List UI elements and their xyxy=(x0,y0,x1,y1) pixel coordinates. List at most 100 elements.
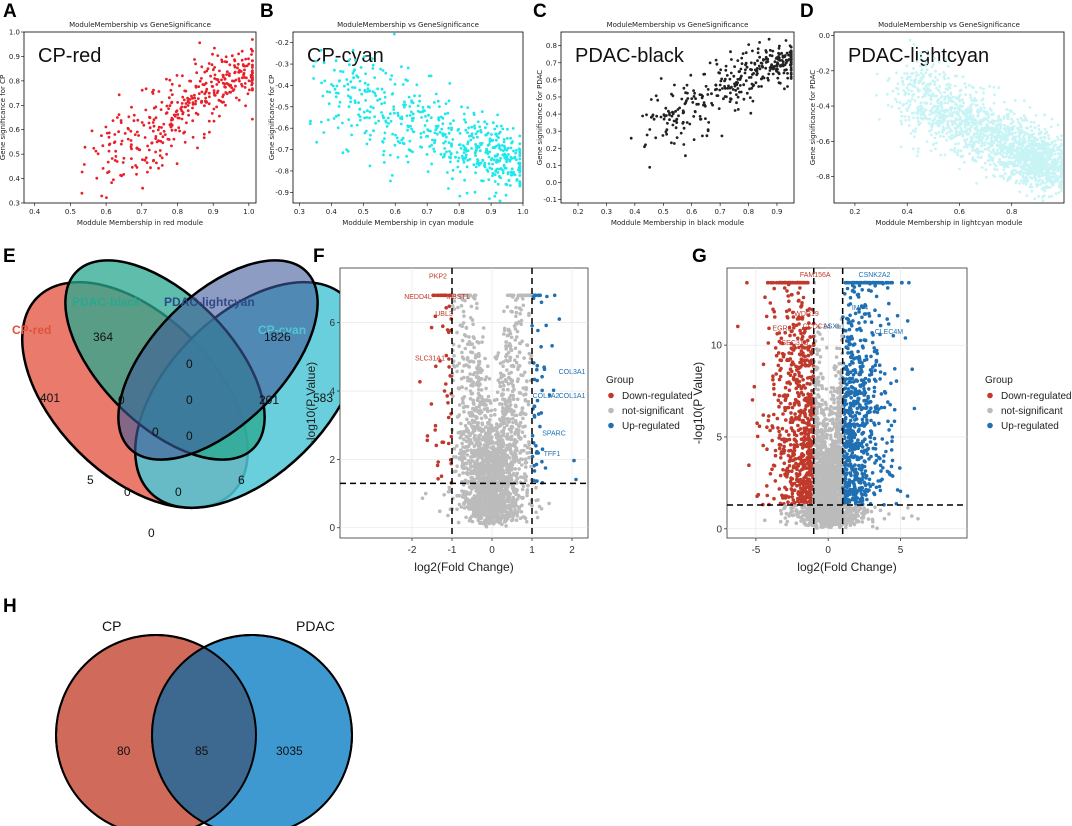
data-point xyxy=(986,112,990,116)
venn-count-lightcyan-cyan: 201 xyxy=(259,393,279,407)
data-point xyxy=(110,181,113,185)
data-point xyxy=(1047,137,1051,141)
data-point xyxy=(983,161,987,165)
data-point xyxy=(493,180,497,183)
data-point xyxy=(978,135,982,139)
data-point xyxy=(346,94,350,98)
data-point xyxy=(509,428,513,432)
data-point xyxy=(1046,162,1050,166)
data-point xyxy=(420,116,423,119)
data-point xyxy=(162,129,166,133)
data-point xyxy=(457,403,462,407)
data-point xyxy=(474,132,478,136)
data-point xyxy=(518,181,522,185)
data-point xyxy=(1020,150,1024,154)
data-point xyxy=(1031,171,1035,175)
data-point xyxy=(908,103,912,107)
data-point xyxy=(527,442,531,447)
data-point xyxy=(969,96,973,99)
data-point xyxy=(207,102,211,106)
data-point xyxy=(671,123,675,127)
data-point xyxy=(527,455,531,460)
data-point xyxy=(1001,149,1004,153)
data-point xyxy=(479,395,484,399)
data-point xyxy=(129,145,133,149)
data-point xyxy=(453,469,457,474)
data-point xyxy=(1060,161,1063,165)
x-tick-label: -2 xyxy=(408,545,417,556)
data-point xyxy=(654,136,658,140)
data-point xyxy=(251,63,254,67)
data-point xyxy=(341,121,344,125)
data-point xyxy=(907,115,911,119)
data-point xyxy=(532,469,537,473)
data-point xyxy=(485,133,489,136)
data-point xyxy=(251,69,254,72)
data-point xyxy=(672,119,676,123)
data-point xyxy=(466,149,470,153)
data-point xyxy=(914,127,918,130)
data-point xyxy=(946,101,950,105)
data-point xyxy=(1055,160,1059,164)
data-point xyxy=(886,103,890,107)
data-point xyxy=(724,68,728,72)
data-point xyxy=(1025,147,1029,150)
data-point xyxy=(1051,147,1055,151)
data-point xyxy=(518,134,522,138)
data-point xyxy=(155,161,158,165)
data-point xyxy=(750,86,754,90)
data-point xyxy=(998,157,1001,161)
data-point xyxy=(937,131,941,134)
data-point xyxy=(331,84,335,88)
y-tick-label: 0.8 xyxy=(9,77,20,85)
data-point xyxy=(985,118,988,121)
data-point xyxy=(1029,148,1033,152)
data-point xyxy=(1053,152,1057,156)
data-point xyxy=(213,46,216,50)
data-point xyxy=(684,91,687,95)
y-tick-label: 0 xyxy=(329,523,335,534)
data-point xyxy=(228,63,232,67)
data-point xyxy=(1036,156,1040,160)
data-point xyxy=(244,57,248,61)
data-point xyxy=(480,110,484,113)
data-point xyxy=(995,168,999,172)
data-point xyxy=(939,134,942,138)
scatter-panel-pdac-black: ModuleMembership vs GeneSignificancePDAC… xyxy=(536,21,795,227)
data-point xyxy=(474,171,477,175)
data-point xyxy=(655,114,659,118)
data-point xyxy=(530,324,534,328)
data-point xyxy=(335,84,339,88)
data-point xyxy=(997,86,1001,90)
data-point xyxy=(365,142,369,146)
data-point xyxy=(1017,126,1020,130)
data-point xyxy=(487,178,491,182)
y-tick-label: 0.2 xyxy=(546,145,557,153)
data-point xyxy=(949,83,952,87)
data-point xyxy=(486,364,490,369)
data-point xyxy=(757,85,761,88)
data-point xyxy=(978,138,981,142)
data-point xyxy=(1006,145,1009,149)
data-point xyxy=(999,163,1002,167)
venn-label-cp-cyan: CP-cyan xyxy=(258,323,306,337)
data-point xyxy=(649,98,653,101)
data-point xyxy=(394,133,397,137)
data-point xyxy=(447,357,451,361)
data-point xyxy=(963,125,967,129)
data-point xyxy=(198,41,202,45)
data-point xyxy=(1033,157,1037,161)
data-point xyxy=(431,138,434,142)
data-point xyxy=(502,164,506,168)
y-tick-label: -0.6 xyxy=(275,125,289,133)
data-point xyxy=(172,113,176,117)
data-point xyxy=(337,79,341,83)
data-point xyxy=(513,403,518,408)
data-point xyxy=(942,135,946,139)
data-point xyxy=(474,143,477,146)
data-point xyxy=(446,441,451,446)
data-point xyxy=(82,163,86,166)
data-point xyxy=(1060,134,1063,138)
data-point xyxy=(462,410,466,414)
data-point xyxy=(466,467,471,472)
